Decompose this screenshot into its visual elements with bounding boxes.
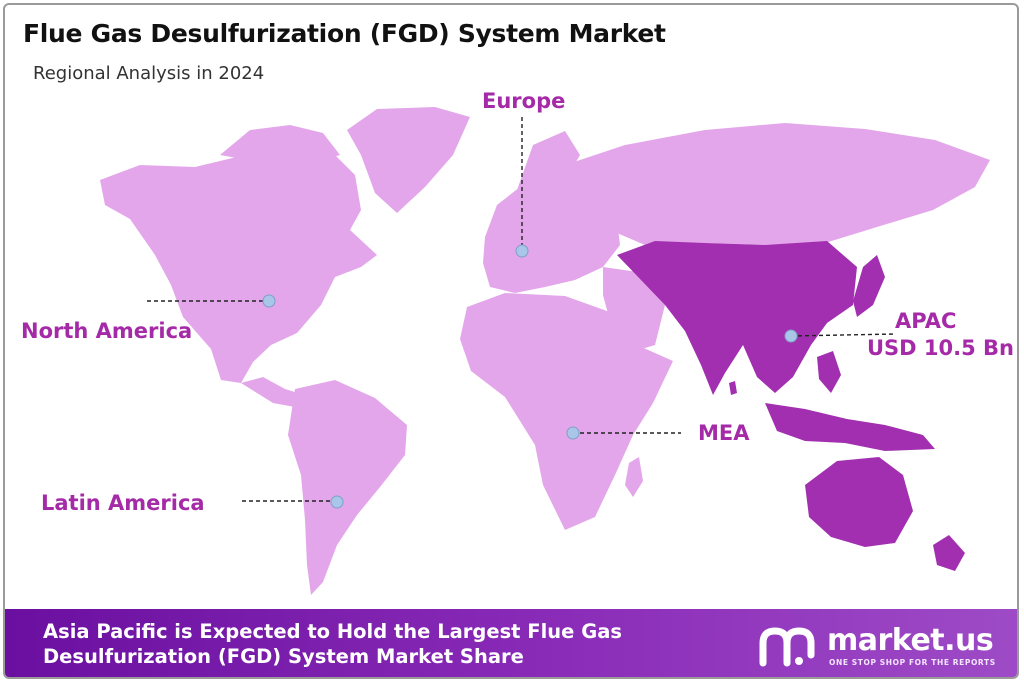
brand-name: market.us <box>827 623 994 658</box>
landmass-new-zealand <box>933 535 965 571</box>
landmass-australia <box>805 457 913 547</box>
page-title: Flue Gas Desulfurization (FGD) System Ma… <box>23 19 666 48</box>
region-marker-north-america <box>262 294 276 308</box>
region-marker-mea <box>566 426 580 440</box>
landmass-arctic-islands <box>220 125 340 165</box>
landmass-south-america <box>288 380 407 595</box>
region-marker-europe <box>515 244 529 258</box>
region-label-apac: APAC <box>895 309 957 333</box>
landmass-russia <box>565 123 990 245</box>
market-us-logo-icon <box>759 627 815 667</box>
region-label-latin-america: Latin America <box>41 491 205 515</box>
world-map <box>100 107 990 595</box>
footer-line-1: Asia Pacific is Expected to Hold the Lar… <box>43 620 622 643</box>
region-marker-latin-america <box>330 495 344 509</box>
footer-headline: Asia Pacific is Expected to Hold the Lar… <box>43 619 723 669</box>
land-masses <box>100 107 990 595</box>
landmass-philippines <box>817 351 841 393</box>
landmass-madagascar <box>625 457 643 497</box>
landmass-greenland <box>347 107 470 213</box>
region-label-europe: Europe <box>482 89 566 113</box>
region-label-north-america: North America <box>21 319 193 343</box>
page-subtitle: Regional Analysis in 2024 <box>33 63 265 84</box>
landmass-europe <box>483 165 620 293</box>
region-annotations <box>147 117 896 509</box>
landmass-africa <box>460 293 673 530</box>
landmass-scandinavia <box>517 131 580 195</box>
landmass-japan <box>853 255 885 317</box>
brand-tagline: ONE STOP SHOP FOR THE REPORTS <box>829 658 996 667</box>
landmass-asia-pacific <box>617 241 857 395</box>
footer-line-2: Desulfurization (FGD) System Market Shar… <box>43 645 524 668</box>
region-label-mea: MEA <box>698 421 750 445</box>
infographic-frame: Flue Gas Desulfurization (FGD) System Ma… <box>3 3 1019 679</box>
apac-highlight <box>617 241 965 571</box>
region-marker-apac <box>784 329 798 343</box>
region-label-apac-value: USD 10.5 Bn <box>867 336 1014 360</box>
landmass-north-america <box>100 145 377 383</box>
landmass-sri-lanka <box>729 381 737 395</box>
brand-block: market.us ONE STOP SHOP FOR THE REPORTS <box>757 621 1007 671</box>
leader-line-apac <box>790 333 896 337</box>
footer-banner: Asia Pacific is Expected to Hold the Lar… <box>5 609 1017 677</box>
landmass-southeast-asia-islands <box>765 403 935 451</box>
